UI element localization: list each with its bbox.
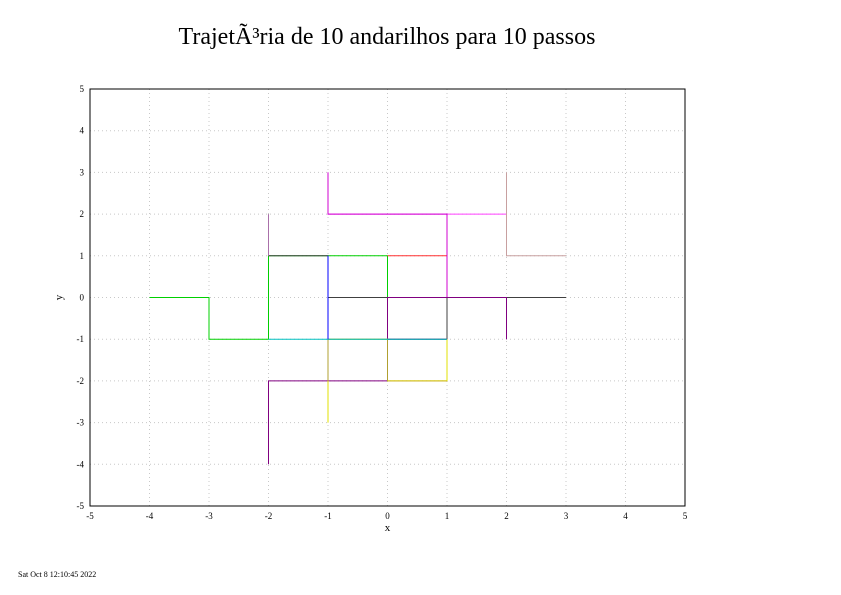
y-tick-label: 4 bbox=[80, 126, 85, 136]
y-tick-label: 5 bbox=[80, 84, 85, 94]
x-tick-label: -4 bbox=[146, 511, 154, 521]
y-tick-label: -2 bbox=[77, 376, 85, 386]
chart-title: TrajetÃ³ria de 10 andarilhos para 10 pas… bbox=[178, 24, 596, 50]
x-tick-label: -1 bbox=[324, 511, 332, 521]
series-line bbox=[327, 172, 448, 298]
x-tick-label: 1 bbox=[445, 511, 450, 521]
x-tick-label: -2 bbox=[265, 511, 273, 521]
series-line bbox=[506, 172, 566, 257]
timestamp: Sat Oct 8 12:10:45 2022 bbox=[18, 570, 97, 579]
y-tick-label: 1 bbox=[80, 251, 85, 261]
y-tick-label: -1 bbox=[77, 334, 85, 344]
tick-labels: -5 -4 -3 -2 -1 0 1 2 3 4 5 -5 -4 -3 -2 -1 0 1 2 3 4 5 bbox=[77, 84, 688, 521]
x-tick-label: 2 bbox=[504, 511, 509, 521]
x-tick-label: -5 bbox=[86, 511, 94, 521]
y-tick-label: -5 bbox=[77, 501, 85, 511]
x-axis-label: x bbox=[385, 522, 391, 534]
series-group bbox=[149, 172, 566, 465]
y-tick-label: 3 bbox=[80, 167, 85, 177]
plot-frame bbox=[89, 88, 686, 507]
x-tick-label: 0 bbox=[385, 511, 390, 521]
x-tick-label: 3 bbox=[564, 511, 569, 521]
y-tick-label: -4 bbox=[77, 459, 85, 469]
y-tick-label: 0 bbox=[80, 293, 85, 303]
x-tick-label: 4 bbox=[623, 511, 628, 521]
series-line bbox=[327, 338, 388, 381]
x-tick-label: -3 bbox=[205, 511, 213, 521]
y-tick-label: -3 bbox=[77, 418, 85, 428]
x-tick-label: 5 bbox=[683, 511, 688, 521]
series-line bbox=[387, 255, 448, 298]
y-tick-label: 2 bbox=[80, 209, 85, 219]
y-axis-label: y bbox=[53, 294, 65, 300]
